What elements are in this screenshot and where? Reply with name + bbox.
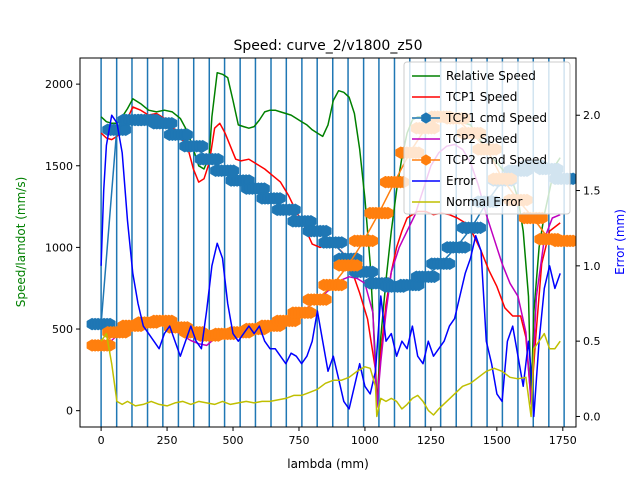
y-tick-label: 500 bbox=[52, 323, 73, 336]
legend-label-normal-error: Normal Error bbox=[446, 195, 523, 209]
legend-label-relative-speed: Relative Speed bbox=[446, 69, 536, 83]
tcp2-cmd-speed-marker bbox=[567, 234, 576, 248]
x-tick-label: 750 bbox=[288, 434, 309, 447]
y-axis-label: Speed/lamdot (mm/s) bbox=[14, 177, 28, 308]
y-tick-label: 1000 bbox=[45, 241, 73, 254]
x-axis-label: lambda (mm) bbox=[287, 457, 369, 471]
x-tick-label: 500 bbox=[223, 434, 244, 447]
y2-tick-label: 2.0 bbox=[583, 109, 601, 122]
axes-frame bbox=[79, 57, 577, 428]
tcp2-cmd-speed-marker bbox=[351, 259, 363, 272]
tcp2-cmd-speed-marker bbox=[367, 234, 379, 248]
legend-label-tcp1-speed: TCP1 Speed bbox=[445, 90, 517, 104]
y-tick-label: 0 bbox=[66, 405, 73, 418]
tcp1-cmd-speed-marker bbox=[336, 236, 348, 249]
chart-title: Speed: curve_2/v1800_z50 bbox=[234, 38, 423, 54]
tcp1-cmd-speed-marker bbox=[197, 139, 209, 153]
axes: 0 250 500 750 1000 1250 1500 1750 0 500 1000 1500 20… bbox=[45, 57, 601, 447]
legend: Relative Speed TCP1 Speed TCP1 cmd Speed TC… bbox=[403, 61, 571, 215]
tcp2-cmd-speed-marker bbox=[305, 306, 317, 319]
legend-label-tcp2-cmd-speed: TCP2 cmd Speed bbox=[445, 153, 547, 167]
legend-box bbox=[403, 61, 571, 215]
y-tick-label: 2000 bbox=[45, 78, 73, 91]
legend-label-error: Error bbox=[446, 174, 475, 188]
tcp2-cmd-speed-marker bbox=[382, 206, 394, 220]
normal-error-line bbox=[100, 332, 561, 418]
tcp2-cmd-speed-marker bbox=[536, 211, 548, 225]
y-tick-label: 1500 bbox=[45, 160, 73, 173]
legend-marker-tcp2-cmd-speed bbox=[421, 154, 431, 166]
x-tick-label: 1500 bbox=[483, 434, 511, 447]
x-tick-label: 250 bbox=[157, 434, 178, 447]
x-tick-label: 1750 bbox=[549, 434, 577, 447]
x-tick-label: 1000 bbox=[351, 434, 379, 447]
tcp1-cmd-speed-marker bbox=[459, 241, 471, 254]
y2-tick-label: 1.5 bbox=[583, 185, 601, 198]
legend-label-tcp2-speed: TCP2 Speed bbox=[445, 132, 517, 146]
series-error bbox=[100, 114, 561, 418]
tcp2-cmd-speed-marker bbox=[336, 278, 348, 292]
y2-tick-label: 1.0 bbox=[583, 260, 601, 273]
tcp2-cmd-speed-marker bbox=[320, 293, 332, 306]
x-tick-label: 0 bbox=[98, 434, 105, 447]
y2-axis-label: Error (mm) bbox=[613, 209, 627, 275]
y2-tick-label: 0.5 bbox=[583, 335, 601, 348]
tcp1-cmd-speed-marker bbox=[475, 221, 486, 235]
error-line bbox=[100, 114, 561, 418]
series-normal-error bbox=[100, 332, 561, 418]
tcp1-cmd-speed-marker bbox=[444, 257, 456, 270]
legend-marker-tcp1-cmd-speed bbox=[421, 112, 431, 124]
y2-tick-label: 0.0 bbox=[583, 410, 601, 423]
tcp1-cmd-speed-marker bbox=[428, 270, 440, 284]
tcp1-cmd-speed-marker bbox=[120, 123, 132, 137]
legend-label-tcp1-cmd-speed: TCP1 cmd Speed bbox=[445, 111, 547, 125]
x-tick-label: 1250 bbox=[417, 434, 445, 447]
